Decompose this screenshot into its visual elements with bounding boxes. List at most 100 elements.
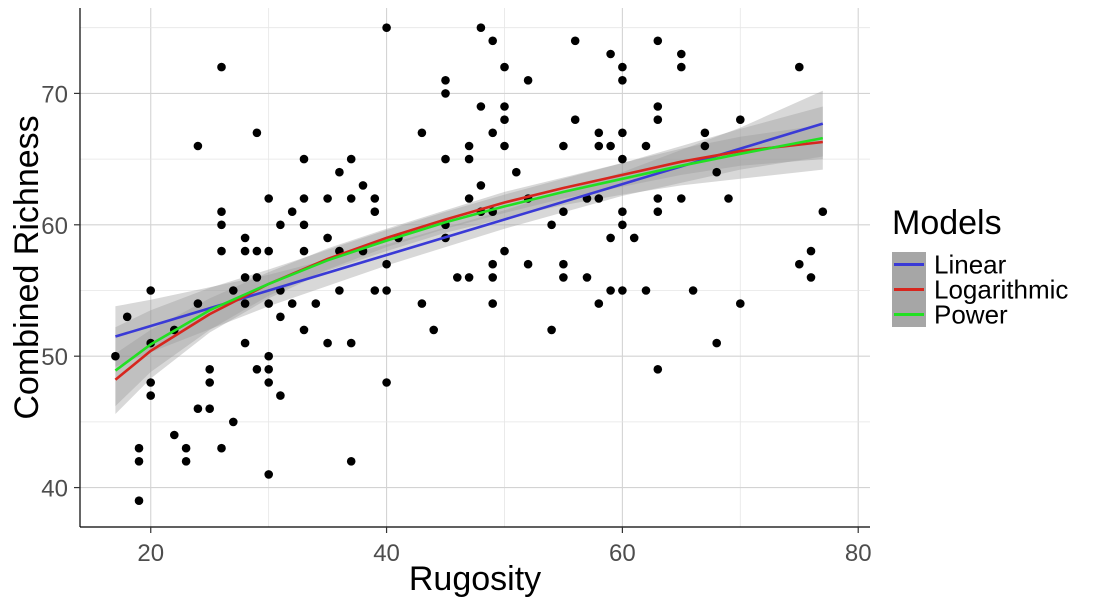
data-point: [323, 194, 332, 203]
data-point: [677, 194, 686, 203]
data-point: [205, 365, 214, 374]
data-point: [240, 233, 250, 243]
data-point: [358, 181, 368, 190]
data-point: [382, 286, 391, 295]
data-point: [606, 286, 615, 295]
data-point: [641, 141, 651, 151]
data-point: [217, 220, 226, 230]
data-point: [441, 154, 450, 164]
data-point: [240, 273, 250, 282]
data-point: [264, 365, 274, 374]
x-tick-label: 80: [845, 540, 872, 567]
data-point: [311, 299, 321, 308]
data-point: [370, 286, 380, 295]
data-point: [476, 23, 486, 32]
data-point: [205, 378, 214, 387]
data-point: [299, 220, 309, 230]
data-point: [170, 430, 179, 440]
data-point: [629, 233, 639, 243]
data-point: [287, 299, 297, 308]
data-point: [346, 154, 356, 164]
data-point: [618, 220, 627, 230]
y-axis-title: Combined Richness: [8, 115, 46, 419]
data-point: [488, 128, 498, 138]
data-point: [287, 207, 297, 216]
line-logarithmic: [114, 140, 823, 381]
legend-title: Models: [892, 204, 1002, 242]
data-point: [122, 312, 132, 322]
data-point: [594, 128, 604, 138]
data-point: [382, 378, 391, 387]
data-point: [594, 141, 604, 151]
data-point: [582, 273, 592, 282]
data-point: [653, 365, 663, 374]
data-point: [346, 194, 356, 203]
line-power: [114, 136, 824, 372]
data-point: [217, 246, 226, 256]
x-tick-label: 20: [137, 540, 164, 567]
data-point: [559, 273, 568, 282]
data-point: [618, 76, 627, 85]
data-point: [547, 325, 556, 335]
data-point: [464, 273, 474, 282]
confidence-ribbons: [115, 90, 823, 414]
data-point: [229, 417, 238, 427]
data-point: [523, 76, 533, 85]
data-point: [217, 62, 226, 72]
y-tick-label: 60: [41, 213, 68, 240]
data-point: [677, 49, 686, 59]
data-point: [441, 89, 450, 98]
y-tick-label: 40: [41, 476, 68, 503]
data-point: [559, 207, 568, 216]
data-point: [323, 233, 332, 243]
data-point: [252, 273, 262, 282]
x-tick-label: 40: [373, 540, 400, 567]
data-point: [688, 286, 698, 295]
legend-label-logarithmic: Logarithmic: [934, 275, 1068, 305]
data-point: [181, 443, 191, 453]
data-point: [299, 194, 309, 203]
data-point: [559, 259, 568, 269]
data-point: [653, 102, 663, 111]
data-point: [264, 299, 274, 308]
data-point: [488, 299, 498, 308]
data-point: [370, 194, 380, 203]
data-point: [606, 141, 615, 151]
data-point: [606, 49, 615, 59]
data-point: [193, 404, 203, 414]
ribbon-power: [115, 106, 823, 414]
data-point: [641, 286, 651, 295]
data-point: [570, 36, 580, 46]
data-point: [429, 325, 439, 335]
y-tick-label: 50: [41, 344, 68, 371]
data-point: [806, 246, 816, 256]
axes: [74, 8, 870, 533]
data-point: [264, 351, 274, 361]
data-point: [453, 273, 462, 282]
data-point: [417, 299, 427, 308]
data-point: [700, 141, 710, 151]
data-point: [240, 246, 250, 256]
data-point: [500, 62, 509, 72]
data-point: [146, 391, 155, 400]
grid-lines: [80, 8, 870, 527]
data-point: [736, 115, 745, 124]
data-point: [382, 259, 391, 269]
data-point: [559, 141, 568, 151]
data-point: [111, 351, 120, 361]
ribbon-logarithmic: [115, 124, 823, 407]
data-point: [464, 154, 474, 164]
data-point: [276, 312, 285, 322]
data-point: [134, 457, 144, 466]
data-point: [276, 220, 285, 230]
data-point: [594, 299, 604, 308]
data-points: [111, 23, 828, 506]
data-point: [488, 273, 498, 282]
data-point: [193, 141, 203, 151]
data-point: [618, 154, 627, 164]
data-point: [488, 36, 498, 46]
data-point: [724, 194, 733, 203]
data-point: [795, 62, 804, 72]
